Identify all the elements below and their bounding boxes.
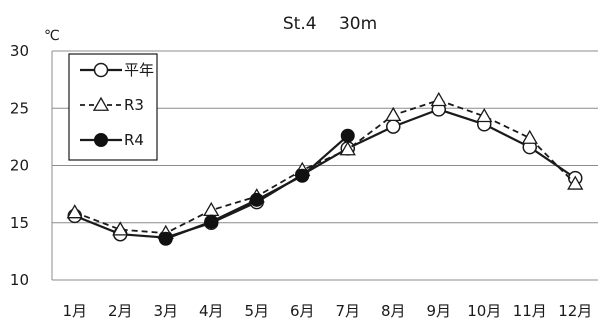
- series-line-r4: [165, 134, 349, 240]
- point-normal-8: [386, 119, 401, 134]
- legend-marker-normal: [93, 62, 109, 78]
- point-r3-11: [521, 129, 538, 144]
- point-r4-4: [204, 214, 219, 229]
- series-r3: [66, 91, 584, 239]
- series-line-normal: [74, 108, 576, 239]
- x-tick-4: 4月: [199, 302, 224, 320]
- point-r4-7: [340, 128, 355, 143]
- x-tick-12: 12月: [558, 302, 592, 320]
- legend: 平年 R3 R4: [68, 53, 158, 161]
- x-tick-3: 3月: [153, 302, 178, 320]
- legend-label-r4: R4: [124, 131, 144, 149]
- x-tick-9: 9月: [426, 302, 451, 320]
- chart-title: St.4 30m: [283, 14, 377, 34]
- point-r4-6: [295, 168, 310, 183]
- point-r3-9: [430, 91, 447, 107]
- x-tick-labels: 1月 2月 3月 4月 5月 6月 7月 8月 9月 10月 11月 12月: [62, 302, 592, 320]
- x-tick-7: 7月: [335, 302, 360, 320]
- point-r3-7: [339, 141, 356, 156]
- legend-marker-r4: [94, 133, 108, 147]
- x-tick-11: 11月: [513, 302, 547, 320]
- series-group: [66, 91, 584, 246]
- legend-marker-r3: [92, 96, 110, 111]
- y-tick-25: 25: [10, 99, 29, 117]
- point-r3-2: [112, 221, 129, 236]
- y-tick-30: 30: [10, 42, 29, 60]
- x-tick-8: 8月: [381, 302, 406, 320]
- point-r3-10: [476, 107, 493, 123]
- x-tick-1: 1月: [62, 302, 87, 320]
- point-r4-5: [249, 192, 264, 207]
- y-tick-labels: 10 15 20 25 30: [10, 42, 29, 289]
- series-r4: [158, 128, 355, 246]
- y-tick-20: 20: [10, 157, 29, 175]
- legend-label-r3: R3: [124, 96, 144, 114]
- x-tick-2: 2月: [108, 302, 133, 320]
- legend-box: [68, 53, 158, 161]
- y-tick-10: 10: [10, 271, 29, 289]
- point-r3-12: [567, 175, 584, 190]
- point-r4-3: [158, 231, 173, 246]
- series-line-r3: [74, 99, 576, 235]
- point-r3-8: [385, 106, 402, 122]
- y-tick-15: 15: [10, 214, 29, 232]
- point-r3-1: [66, 204, 83, 219]
- legend-label-normal: 平年: [124, 61, 154, 79]
- y-axis-unit: ℃: [44, 28, 60, 44]
- x-tick-10: 10月: [467, 302, 501, 320]
- x-tick-5: 5月: [244, 302, 269, 320]
- x-tick-6: 6月: [290, 302, 315, 320]
